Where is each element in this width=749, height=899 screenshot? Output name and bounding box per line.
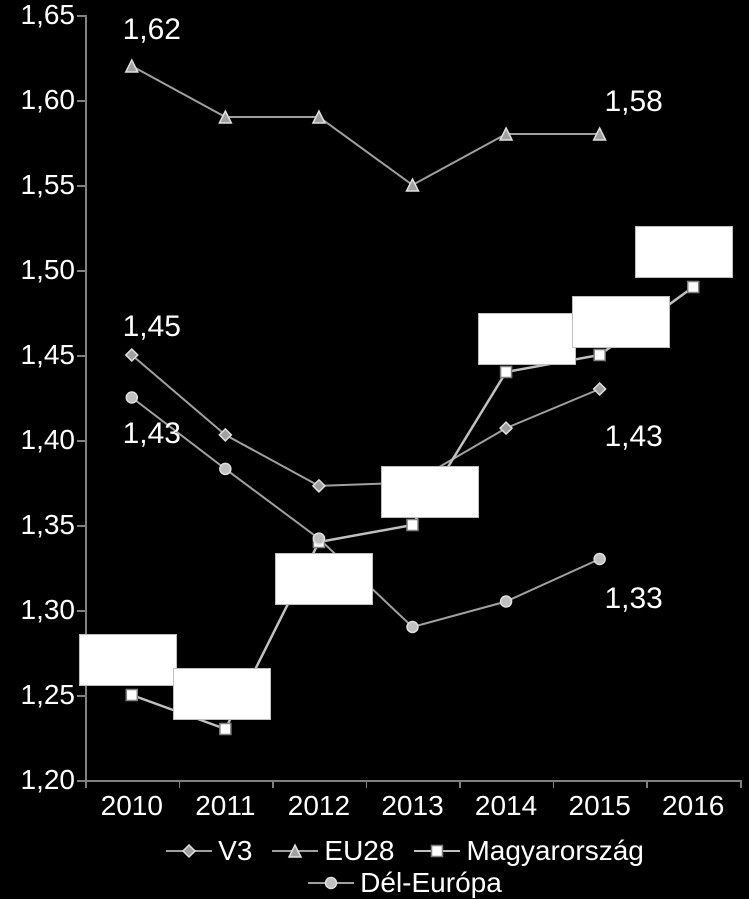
legend-label: Magyarország <box>466 835 643 867</box>
y-tick-label: 1,65 <box>5 0 75 31</box>
legend-item: EU28 <box>272 835 394 867</box>
marker-Magyarország <box>407 520 418 531</box>
x-tick <box>646 780 648 788</box>
y-tick <box>77 100 85 102</box>
y-tick-label: 1,35 <box>5 509 75 541</box>
y-tick-label: 1,50 <box>5 254 75 286</box>
marker-Dél-Európa <box>407 622 418 633</box>
y-tick-label: 1,60 <box>5 84 75 116</box>
marker-V3 <box>500 422 512 434</box>
x-tick-label: 2015 <box>568 790 630 822</box>
marker-Dél-Európa <box>313 533 324 544</box>
y-tick <box>77 525 85 527</box>
legend-item: Dél-Európa <box>308 867 502 899</box>
y-tick <box>77 15 85 17</box>
marker-Magyarország <box>594 350 605 361</box>
data-label-box <box>173 668 271 720</box>
y-tick <box>77 610 85 612</box>
data-label-box <box>478 313 576 365</box>
x-tick <box>272 780 274 788</box>
marker-V3 <box>594 383 606 395</box>
data-label-box <box>381 466 479 518</box>
data-label: 1,33 <box>604 582 662 616</box>
y-tick <box>77 270 85 272</box>
data-label-box <box>635 226 733 278</box>
data-label-box <box>79 634 177 686</box>
legend-line <box>272 850 318 852</box>
data-label: 1,43 <box>123 417 181 451</box>
legend-line <box>414 850 460 852</box>
marker-Magyarország <box>688 282 699 293</box>
marker-V3 <box>313 480 325 492</box>
marker-Dél-Európa <box>220 463 231 474</box>
data-label: 1,45 <box>123 310 181 344</box>
x-tick <box>366 780 368 788</box>
x-tick-label: 2013 <box>381 790 443 822</box>
y-tick <box>77 780 85 782</box>
x-tick-label: 2012 <box>288 790 350 822</box>
x-tick-label: 2016 <box>662 790 724 822</box>
data-label-box <box>275 553 373 605</box>
series-line-EU28 <box>132 66 600 185</box>
y-tick-label: 1,55 <box>5 169 75 201</box>
y-tick-label: 1,20 <box>5 764 75 796</box>
x-tick-label: 2014 <box>475 790 537 822</box>
legend: V3 EU28 MagyarországDél-Európa <box>75 835 735 899</box>
fertility-rate-chart: 1,20 1,25 1,30 1,35 1,40 1,45 1,50 1,55 1,60 1,65… <box>0 0 749 896</box>
y-tick <box>77 355 85 357</box>
legend-line <box>166 850 212 852</box>
data-label: 1,43 <box>604 420 662 454</box>
x-axis <box>85 780 740 782</box>
marker-Magyarország <box>220 724 231 735</box>
legend-item: Magyarország <box>414 835 643 867</box>
x-tick-label: 2010 <box>101 790 163 822</box>
legend-line <box>308 882 354 884</box>
y-tick-label: 1,40 <box>5 424 75 456</box>
x-tick <box>85 780 87 788</box>
marker-Dél-Európa <box>501 596 512 607</box>
x-tick <box>179 780 181 788</box>
data-label: 1,62 <box>123 13 181 47</box>
x-tick <box>459 780 461 788</box>
marker-EU28 <box>126 60 138 72</box>
marker-Dél-Európa <box>594 554 605 565</box>
y-tick <box>77 185 85 187</box>
series-line-V3 <box>132 355 600 486</box>
x-tick-label: 2011 <box>195 790 255 822</box>
y-tick-label: 1,45 <box>5 339 75 371</box>
y-tick <box>77 695 85 697</box>
y-tick <box>77 440 85 442</box>
data-label-box <box>572 296 670 348</box>
marker-Magyarország <box>501 367 512 378</box>
legend-item: V3 <box>166 835 252 867</box>
legend-label: EU28 <box>324 835 394 867</box>
x-tick <box>553 780 555 788</box>
y-tick-label: 1,30 <box>5 594 75 626</box>
legend-label: Dél-Európa <box>360 867 502 899</box>
y-tick-label: 1,25 <box>5 679 75 711</box>
legend-label: V3 <box>218 835 252 867</box>
marker-Magyarország <box>126 690 137 701</box>
data-label: 1,58 <box>604 85 662 119</box>
x-tick <box>740 780 742 788</box>
marker-Dél-Európa <box>126 392 137 403</box>
